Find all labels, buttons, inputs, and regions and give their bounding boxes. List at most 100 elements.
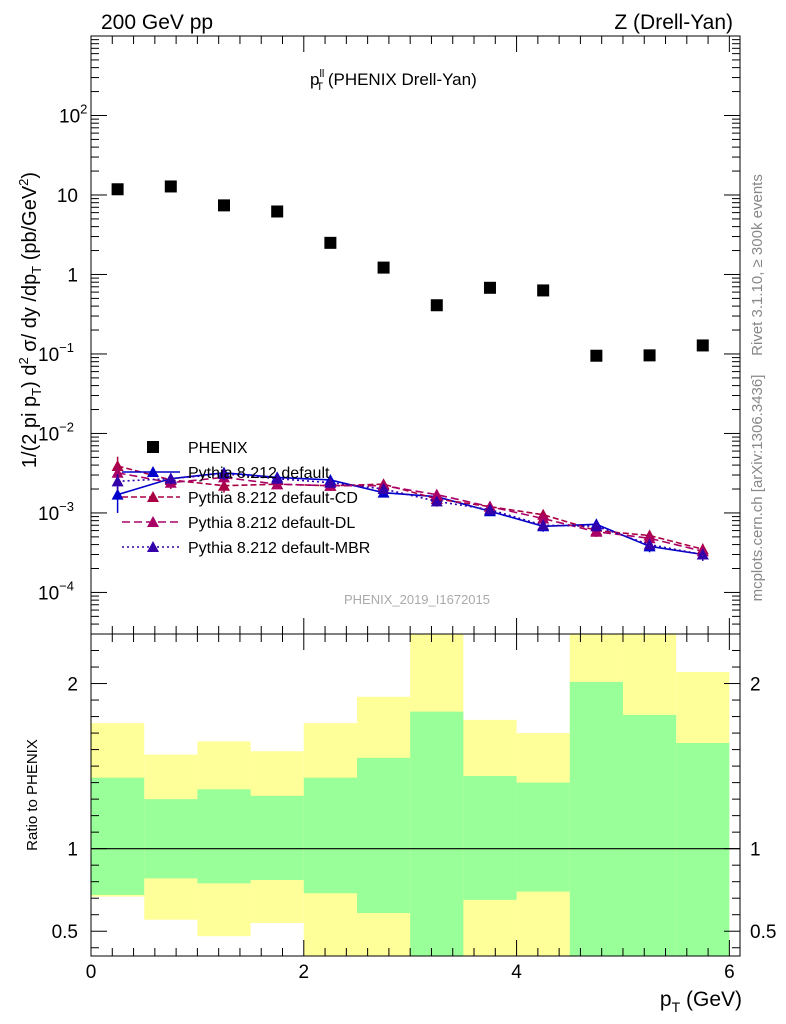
ratio-y-tick-label: 1 <box>67 840 78 861</box>
y-tick-exp: 2 <box>80 101 87 116</box>
legend-item: PHENIX <box>147 440 248 457</box>
inner-band <box>144 799 198 879</box>
phenix-point <box>430 299 443 312</box>
series-marker <box>430 488 443 500</box>
y-tick-label: 10−2 <box>38 419 74 445</box>
phenix-point <box>164 180 177 193</box>
ratio-frame <box>90 633 741 957</box>
ratio-y-axis-label: Ratio to PHENIX <box>24 739 41 851</box>
series-marker <box>217 467 230 479</box>
series-marker <box>537 512 550 524</box>
series-line <box>117 471 703 556</box>
y-tick-base: 10 <box>38 504 59 525</box>
phenix-point <box>271 205 284 218</box>
series-marker <box>590 520 603 532</box>
legend-item: Pythia 8.212 default-DL <box>122 515 355 532</box>
inner-band <box>516 782 570 892</box>
inner-band <box>356 757 411 914</box>
x-axis-label: pT (GeV) <box>660 988 742 1015</box>
phenix-point <box>377 261 390 274</box>
phenix-point <box>483 281 496 294</box>
series-marker <box>164 472 177 484</box>
title-sup: ll <box>319 68 324 80</box>
ylabel-part-d-sup: 2 <box>16 179 31 186</box>
y-axis-label: 1/(2 pi pT) d2 σ/ dy /dpT (pb/GeV2) <box>16 172 44 468</box>
plot-title: pll T (PHENIX Drell-Yan) <box>310 68 477 93</box>
phenix-point <box>696 339 709 352</box>
y-tick-exp: −4 <box>59 578 74 593</box>
series-data <box>111 180 709 362</box>
x-tick-label: 0 <box>86 962 97 983</box>
inner-band <box>303 777 357 894</box>
ratio-y-tick-label-right: 0.5 <box>750 922 776 943</box>
legend-item: Pythia 8.212 default-CD <box>122 490 358 507</box>
legend-marker <box>147 441 159 453</box>
series-marker <box>111 488 124 500</box>
legend-label: Pythia 8.212 default-CD <box>188 490 358 507</box>
y-tick-exp: −3 <box>59 499 74 514</box>
x-tick-label: 6 <box>724 962 735 983</box>
ylabel-part-a-sub: T <box>29 388 44 396</box>
inner-band <box>676 742 730 956</box>
mcplots-label: mcplots.cern.ch [arXiv:1306.3436] <box>749 375 766 602</box>
y-tick-label: 10−1 <box>38 340 74 366</box>
header-left: 200 GeV pp <box>101 11 213 34</box>
ylabel-part-b-sup: 2 <box>16 357 31 364</box>
series-marker <box>643 532 656 544</box>
legend-label: Pythia 8.212 default-MBR <box>188 540 370 557</box>
analysis-watermark: PHENIX_2019_I1672015 <box>344 592 490 607</box>
phenix-point <box>217 199 230 212</box>
y-tick-base: 10 <box>38 583 59 604</box>
phenix-point <box>537 284 550 297</box>
phenix-point <box>324 236 337 249</box>
inner-band <box>463 776 517 900</box>
series-marker <box>271 472 284 484</box>
legend: PHENIX Pythia 8.212 default Pythia 8.212 d… <box>122 440 370 557</box>
legend-marker <box>147 541 159 552</box>
ylabel-part-c: σ/ dy /dp <box>19 274 41 358</box>
xlabel-rest: (GeV) <box>680 988 742 1011</box>
inner-band <box>197 789 251 884</box>
legend-marker <box>147 516 159 527</box>
series-marker <box>377 483 390 495</box>
ratio-y-tick-label-right: 1 <box>750 840 761 861</box>
series-marker <box>111 475 124 487</box>
title-main: p <box>310 70 319 89</box>
x-tick-label: 4 <box>511 962 522 983</box>
legend-item: Pythia 8.212 default <box>122 465 330 482</box>
series-marker <box>324 476 337 488</box>
legend-item: Pythia 8.212 default-MBR <box>122 540 370 557</box>
y-tick-label: 10−4 <box>38 578 74 604</box>
y-tick-base: 10 <box>38 345 59 366</box>
y-tick-base: 10 <box>38 424 59 445</box>
series-line <box>117 465 703 550</box>
ylabel-part-e: ) <box>19 172 41 179</box>
title-rest: (PHENIX Drell-Yan) <box>323 70 477 89</box>
header-right: Z (Drell-Yan) <box>614 11 733 34</box>
legend-marker <box>147 491 159 502</box>
series-marker <box>217 479 230 491</box>
legend-label: Pythia 8.212 default <box>188 465 330 482</box>
phenix-point <box>111 183 124 196</box>
inner-band <box>622 714 677 956</box>
y-tick-label: 102 <box>59 101 87 127</box>
ylabel-part-b: ) d <box>19 365 41 388</box>
series-marker <box>430 495 443 507</box>
title-sub: T <box>316 81 323 93</box>
rivet-label: Rivet 3.1.10, ≥ 300k events <box>749 174 766 356</box>
ratio-y-tick-label-right: 2 <box>750 675 761 696</box>
phenix-point <box>590 349 603 362</box>
ylabel-part-c-sub: T <box>29 266 44 274</box>
ylabel-part-a: 1/(2 pi p <box>19 396 41 468</box>
ratio-y-tick-label: 0.5 <box>52 922 78 943</box>
inner-band <box>91 777 145 895</box>
phenix-point <box>643 349 656 362</box>
xlabel-main: p <box>660 988 672 1011</box>
legend-label: PHENIX <box>188 440 248 457</box>
legend-marker <box>147 466 159 477</box>
series-dl <box>111 464 709 557</box>
ylabel-part-d: (pb/GeV <box>19 185 41 266</box>
series-line <box>117 472 703 552</box>
